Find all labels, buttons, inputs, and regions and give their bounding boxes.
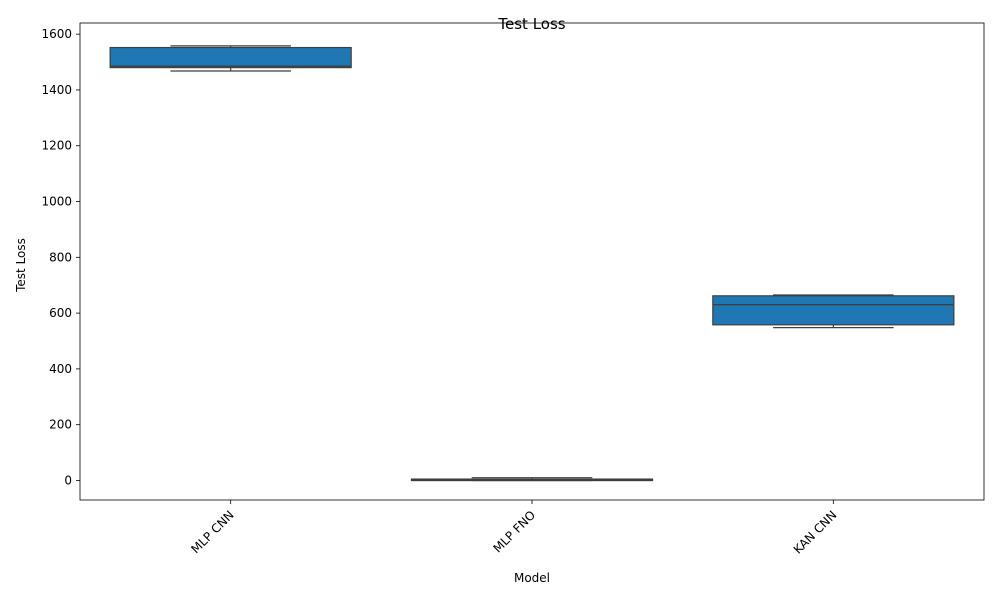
y-axis: 0 200 400 600 800 1000 1200 1400 1600 xyxy=(41,27,80,487)
y-tick-label: 600 xyxy=(49,306,72,320)
plot-frame xyxy=(79,22,985,501)
x-axis: MLP CNN MLP FNO KAN CNN xyxy=(188,500,839,557)
y-tick-label: 1000 xyxy=(41,195,72,209)
y-tick-label: 1200 xyxy=(41,139,72,153)
chart-title: Test Loss xyxy=(497,15,565,33)
box-iqr xyxy=(712,295,955,326)
y-tick-label: 800 xyxy=(49,250,72,264)
x-tick-label: MLP CNN xyxy=(188,508,236,556)
x-axis-title: Model xyxy=(514,571,550,585)
y-tick-label: 0 xyxy=(64,473,72,487)
box-kan-cnn xyxy=(712,294,955,329)
y-tick-label: 200 xyxy=(49,418,72,432)
y-axis-title: Test Loss xyxy=(14,238,28,293)
y-tick-label: 1600 xyxy=(41,27,72,41)
box-mlp-cnn xyxy=(109,45,352,72)
box-mlp-fno xyxy=(410,477,654,482)
boxes-layer xyxy=(109,45,955,482)
x-tick-label: KAN CNN xyxy=(791,508,840,557)
box-iqr xyxy=(109,46,352,69)
y-tick-label: 1400 xyxy=(41,83,72,97)
y-tick-label: 400 xyxy=(49,362,72,376)
x-tick-label: MLP FNO xyxy=(490,508,538,556)
